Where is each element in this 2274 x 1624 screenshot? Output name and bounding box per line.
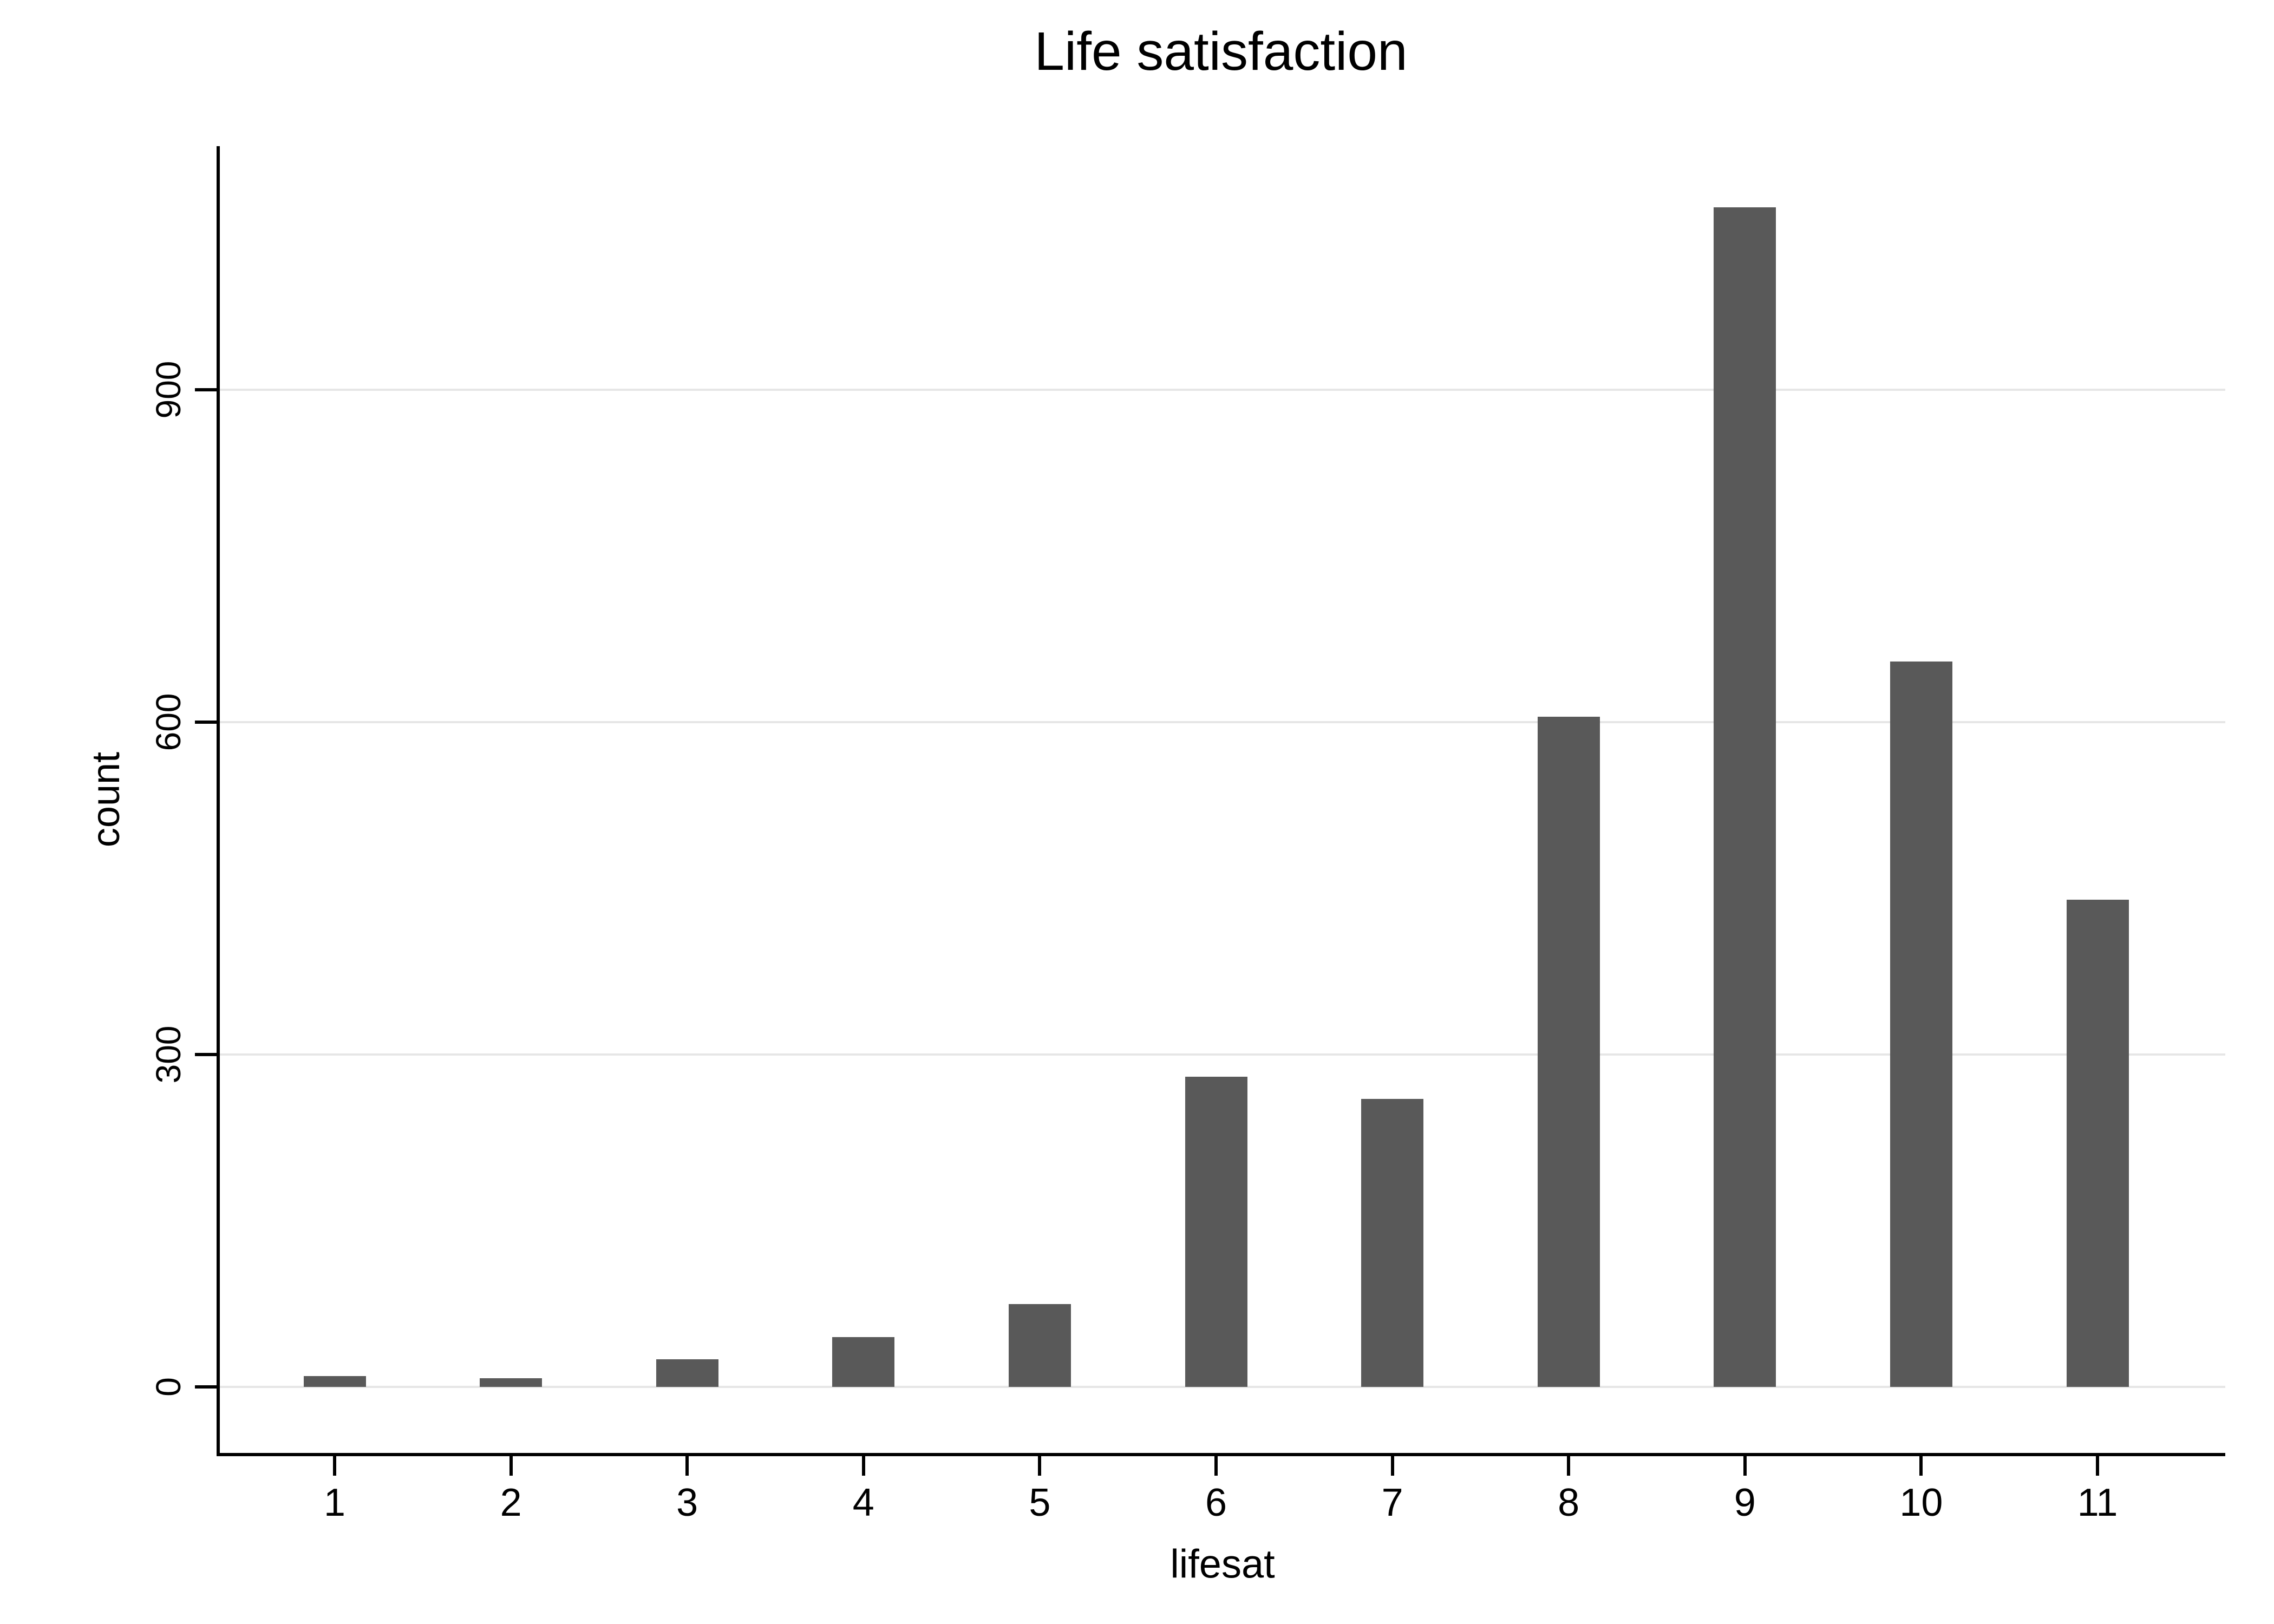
- x-tick: [1390, 1453, 1394, 1476]
- x-tick-label: 4: [852, 1481, 874, 1524]
- y-tick-label: 900: [149, 361, 188, 419]
- gridline: [220, 1053, 2225, 1056]
- x-tick: [1743, 1453, 1747, 1476]
- gridline: [220, 721, 2225, 724]
- bar: [303, 1376, 366, 1387]
- gridline: [220, 1386, 2225, 1388]
- x-tick: [1919, 1453, 1923, 1476]
- x-tick: [685, 1453, 689, 1476]
- y-tick-label: 0: [149, 1377, 188, 1397]
- x-tick-label: 9: [1734, 1481, 1756, 1524]
- x-tick: [1567, 1453, 1571, 1476]
- y-tick-label: 300: [149, 1025, 188, 1084]
- bar: [1714, 207, 1776, 1387]
- x-tick-label: 7: [1381, 1481, 1403, 1524]
- x-tick-label: 10: [1899, 1481, 1943, 1524]
- bar: [1361, 1098, 1424, 1387]
- bar: [1537, 716, 1600, 1387]
- y-tick: [195, 1385, 217, 1389]
- x-tick-label: 11: [2077, 1481, 2118, 1524]
- gridline: [220, 389, 2225, 391]
- bar: [2066, 899, 2129, 1387]
- chart-title: Life satisfaction: [1034, 21, 1408, 82]
- y-axis-title: count: [84, 751, 128, 848]
- plot-area: count lifesat 0 300 600 900 1 2 3 4 5 6 7 8 9 10 11: [84, 146, 2225, 1587]
- x-tick: [2096, 1453, 2099, 1476]
- y-tick: [195, 1053, 217, 1057]
- x-tick-label: 1: [323, 1481, 346, 1524]
- x-tick-label: 3: [676, 1481, 698, 1524]
- x-tick-label: 5: [1029, 1481, 1051, 1524]
- bar: [1008, 1304, 1071, 1387]
- x-axis-title: lifesat: [1170, 1541, 1275, 1587]
- x-tick: [1038, 1453, 1042, 1476]
- x-tick: [861, 1453, 865, 1476]
- x-tick: [509, 1453, 513, 1476]
- bar: [1185, 1077, 1247, 1387]
- y-tick-label: 600: [149, 693, 188, 751]
- bar: [656, 1359, 718, 1387]
- x-tick-label: 8: [1558, 1481, 1580, 1524]
- y-tick: [195, 721, 217, 724]
- y-tick: [195, 388, 217, 392]
- x-tick: [1214, 1453, 1218, 1476]
- bar: [832, 1337, 895, 1387]
- bar: [480, 1378, 543, 1387]
- bar: [1890, 661, 1952, 1387]
- x-tick-label: 6: [1205, 1481, 1227, 1524]
- x-tick: [333, 1453, 336, 1476]
- x-tick-label: 2: [500, 1481, 522, 1524]
